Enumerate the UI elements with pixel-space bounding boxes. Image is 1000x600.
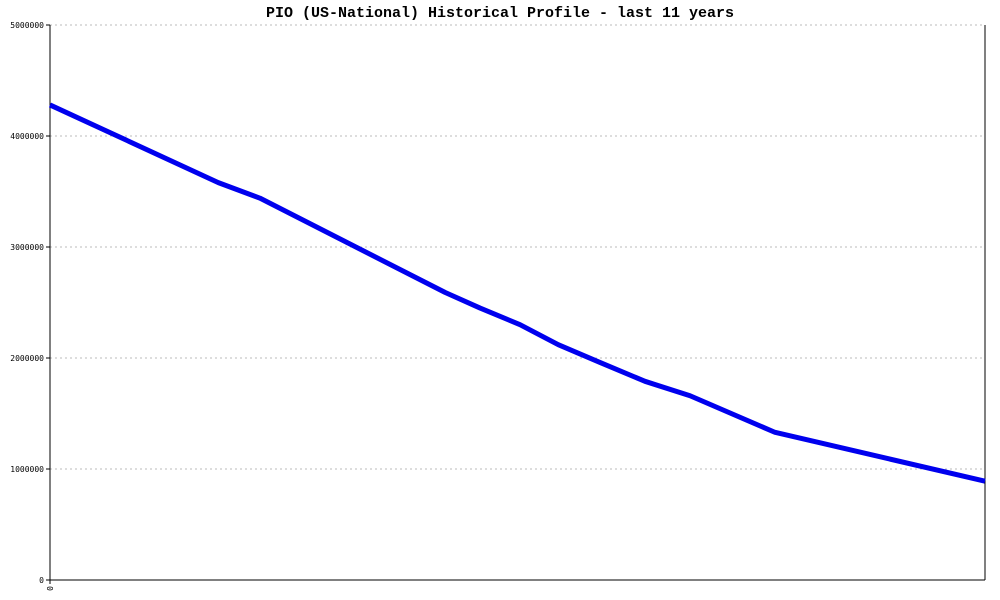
y-tick-label: 0	[39, 576, 44, 585]
y-tick-label: 5000000	[10, 21, 44, 30]
x-tick-label: 0	[46, 586, 55, 591]
y-tick-label: 1000000	[10, 465, 44, 474]
y-tick-label: 3000000	[10, 243, 44, 252]
y-tick-label: 4000000	[10, 132, 44, 141]
chart-title: PIO (US-National) Historical Profile - l…	[266, 5, 734, 22]
y-tick-label: 2000000	[10, 354, 44, 363]
data-line	[48, 102, 986, 484]
